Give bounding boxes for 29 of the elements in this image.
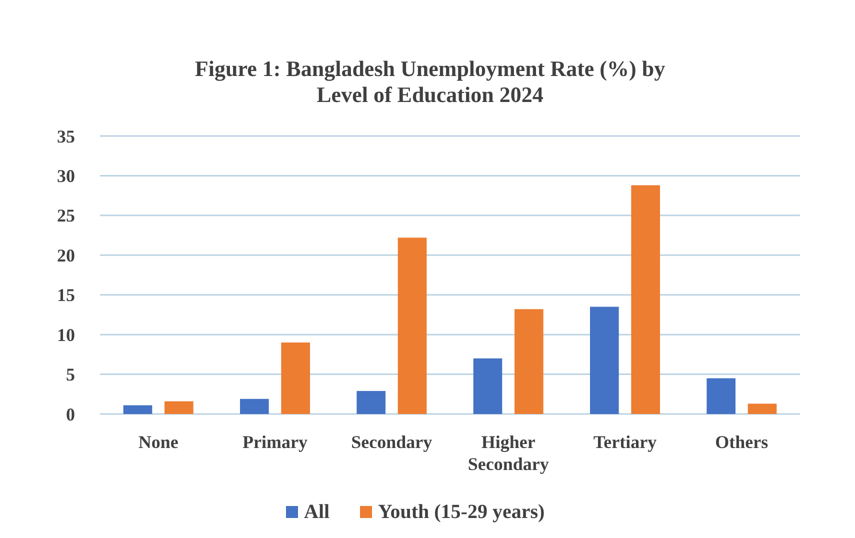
bar <box>590 306 619 414</box>
y-tick-label: 20 <box>57 245 75 266</box>
y-tick-label: 15 <box>57 285 75 306</box>
chart-title: Figure 1: Bangladesh Unemployment Rate (%) by Level of Education 2024 <box>194 56 666 107</box>
bar <box>281 342 310 414</box>
x-tick-label: Others <box>715 432 768 452</box>
legend-label: Youth (15-29 years) <box>378 501 545 523</box>
x-tick-label: None <box>138 432 178 452</box>
y-tick-label: 25 <box>57 206 75 226</box>
x-tick-label: Higher Secondary <box>468 432 549 474</box>
y-tick-label: 5 <box>66 364 75 385</box>
x-tick-label: Tertiary <box>593 432 657 452</box>
bar <box>240 398 269 414</box>
x-tick-label: Secondary <box>351 432 432 452</box>
bar <box>706 378 736 414</box>
bar <box>356 390 386 414</box>
bar <box>514 309 544 414</box>
legend-label: All <box>304 501 330 523</box>
bar <box>473 358 502 414</box>
y-tick-label: 0 <box>66 404 75 424</box>
y-tick-label: 10 <box>57 324 75 345</box>
bar <box>123 405 152 414</box>
bar <box>631 185 660 414</box>
bar <box>398 238 427 414</box>
bar <box>164 401 194 414</box>
y-tick-label: 35 <box>57 126 75 146</box>
y-tick-label: 30 <box>57 166 75 186</box>
x-tick-label: Primary <box>242 432 308 452</box>
bar <box>748 404 777 414</box>
